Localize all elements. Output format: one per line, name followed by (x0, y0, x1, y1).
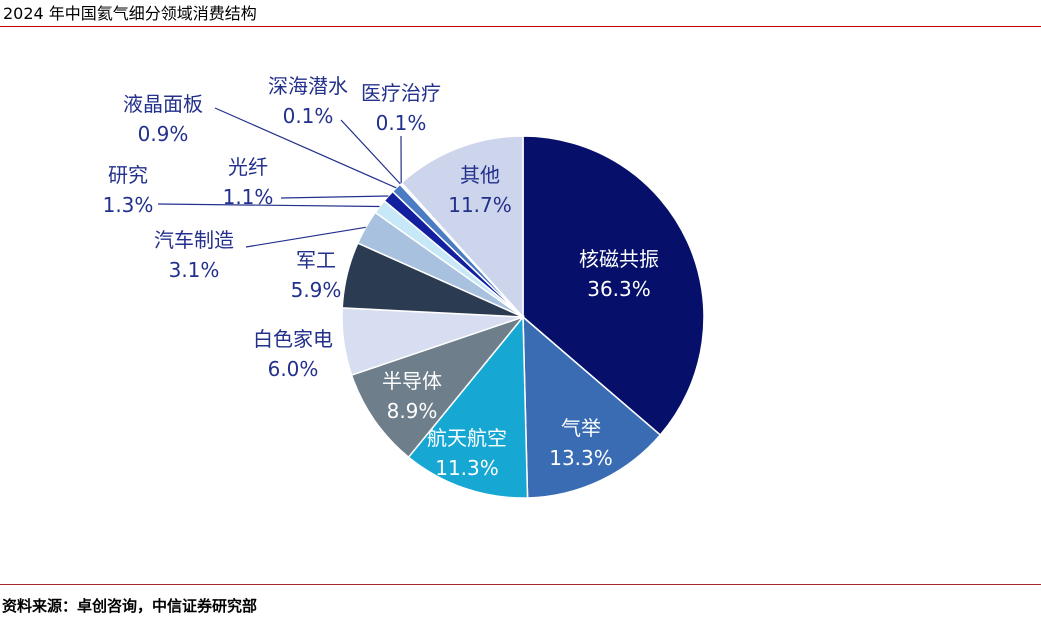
pie-slice-航天航空 (407, 314, 529, 499)
pie-slice-核磁共振 (522, 135, 705, 437)
pie-slice-气举 (522, 315, 662, 499)
source-note: 资料来源：卓创咨询，中信证券研究部 (2, 597, 258, 615)
pie-slice-其他 (400, 135, 524, 319)
footer-rule (0, 584, 1041, 585)
leader-line-汽车制造 (245, 226, 366, 248)
leader-line-研究 (157, 203, 380, 208)
leader-line-深海潜水 (340, 119, 401, 185)
title-rule (0, 26, 1041, 27)
leader-line-光纤 (280, 195, 389, 199)
chart-title: 2024 年中国氦气细分领域消费结构 (3, 4, 257, 23)
pie-slice-半导体 (350, 315, 526, 459)
leader-line-液晶面板 (214, 107, 397, 189)
